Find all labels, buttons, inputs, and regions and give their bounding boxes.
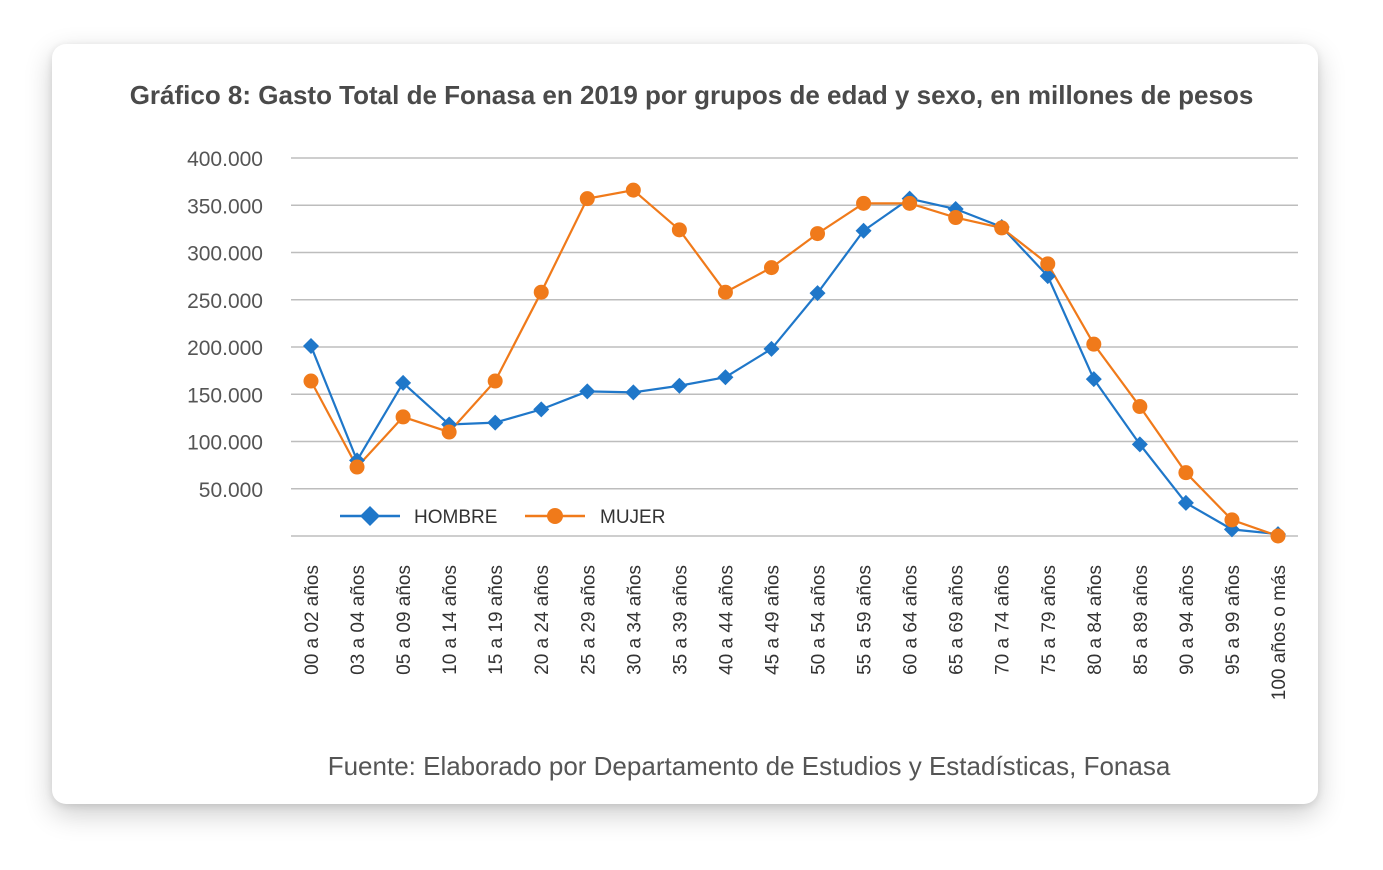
x-tick-label: 75 a 79 años [1039, 565, 1060, 675]
x-tick-label: 85 a 89 años [1131, 565, 1152, 675]
series-lines [309, 188, 1279, 538]
legend-label: MUJER [600, 507, 665, 528]
legend-label: HOMBRE [414, 507, 497, 528]
legend-marker-mujer [547, 508, 563, 524]
data-point-mujer [810, 226, 826, 242]
x-tick-label: 10 a 14 años [440, 565, 461, 675]
x-tick-label: 70 a 74 años [993, 565, 1014, 675]
data-point-mujer [717, 284, 733, 300]
series-line [309, 197, 1279, 536]
data-point-mujer [902, 195, 918, 211]
y-tick-label: 200.000 [187, 337, 263, 360]
data-point-mujer [994, 220, 1010, 236]
y-tick-label: 150.000 [187, 384, 263, 407]
data-point-hombre [487, 414, 504, 431]
x-tick-label: 50 a 54 años [809, 565, 830, 675]
legend-marker-hombre [360, 506, 380, 526]
y-tick-label: 300.000 [187, 243, 263, 266]
x-tick-label: 25 a 29 años [578, 565, 599, 675]
legend: HOMBRE MUJER [340, 506, 665, 528]
data-point-mujer [1270, 528, 1286, 544]
data-point-hombre [1177, 494, 1194, 511]
data-point-mujer [487, 373, 503, 389]
data-point-mujer [1224, 512, 1240, 528]
data-point-mujer [856, 195, 872, 211]
data-point-hombre [579, 383, 596, 400]
data-point-mujer [763, 260, 779, 276]
data-point-mujer [441, 424, 457, 440]
chart-card [52, 44, 1318, 804]
data-point-hombre [1085, 371, 1102, 388]
data-point-mujer [625, 182, 641, 198]
data-point-mujer [1040, 256, 1056, 272]
x-tick-label: 80 a 84 años [1085, 565, 1106, 675]
y-axis-ticks: 50.000 100.000 150.000 200.000 250.000 300.00… [187, 148, 263, 502]
data-point-mujer [1086, 336, 1102, 352]
data-point-mujer [395, 409, 411, 425]
data-point-mujer [1132, 399, 1148, 415]
x-tick-label: 30 a 34 años [624, 565, 645, 675]
x-tick-label: 35 a 39 años [670, 565, 691, 675]
data-point-hombre [809, 285, 826, 302]
data-point-hombre [533, 401, 550, 418]
data-point-hombre [625, 384, 642, 401]
data-point-mujer [349, 459, 365, 475]
gridlines [291, 157, 1298, 537]
data-point-hombre [763, 340, 780, 357]
data-point-hombre [717, 369, 734, 386]
chart-source: Fuente: Elaborado por Departamento de Es… [327, 751, 1171, 781]
data-point-hombre [855, 222, 872, 239]
y-tick-label: 400.000 [187, 148, 263, 171]
data-point-hombre [671, 377, 688, 394]
data-point-mujer [533, 284, 549, 300]
x-tick-label: 15 a 19 años [486, 565, 507, 675]
chart-title: Gráfico 8: Gasto Total de Fonasa en 2019… [129, 80, 1254, 110]
x-tick-label: 95 a 99 años [1223, 565, 1244, 675]
x-tick-label: 00 a 02 años [302, 565, 323, 675]
data-point-mujer [579, 191, 595, 207]
data-point-mujer [948, 210, 964, 226]
y-tick-label: 100.000 [187, 432, 263, 455]
x-tick-label: 03 a 04 años [348, 565, 369, 675]
series-markers [303, 182, 1286, 544]
x-tick-label: 05 a 09 años [394, 565, 415, 675]
data-point-hombre [1039, 268, 1056, 285]
x-tick-label: 40 a 44 años [716, 565, 737, 675]
data-point-mujer [671, 222, 687, 238]
x-tick-label: 55 a 59 años [855, 565, 876, 675]
data-point-hombre [303, 338, 319, 355]
series-line [310, 188, 1279, 538]
data-point-mujer [303, 373, 319, 389]
x-tick-label: 65 a 69 años [947, 565, 968, 675]
y-tick-label: 50.000 [199, 479, 263, 502]
y-tick-label: 250.000 [187, 290, 263, 313]
data-point-hombre [395, 374, 412, 391]
data-point-mujer [1178, 465, 1194, 481]
x-tick-label: 20 a 24 años [532, 565, 553, 675]
x-tick-label: 45 a 49 años [762, 565, 783, 675]
x-tick-label: 100 años o más [1269, 565, 1290, 700]
x-tick-label: 90 a 94 años [1177, 565, 1198, 675]
x-axis-ticks: 00 a 02 años 03 a 04 años 05 a 09 años 10 a… [302, 565, 1290, 700]
y-tick-label: 350.000 [187, 195, 263, 218]
x-tick-label: 60 a 64 años [901, 565, 922, 675]
data-point-hombre [1131, 436, 1148, 453]
